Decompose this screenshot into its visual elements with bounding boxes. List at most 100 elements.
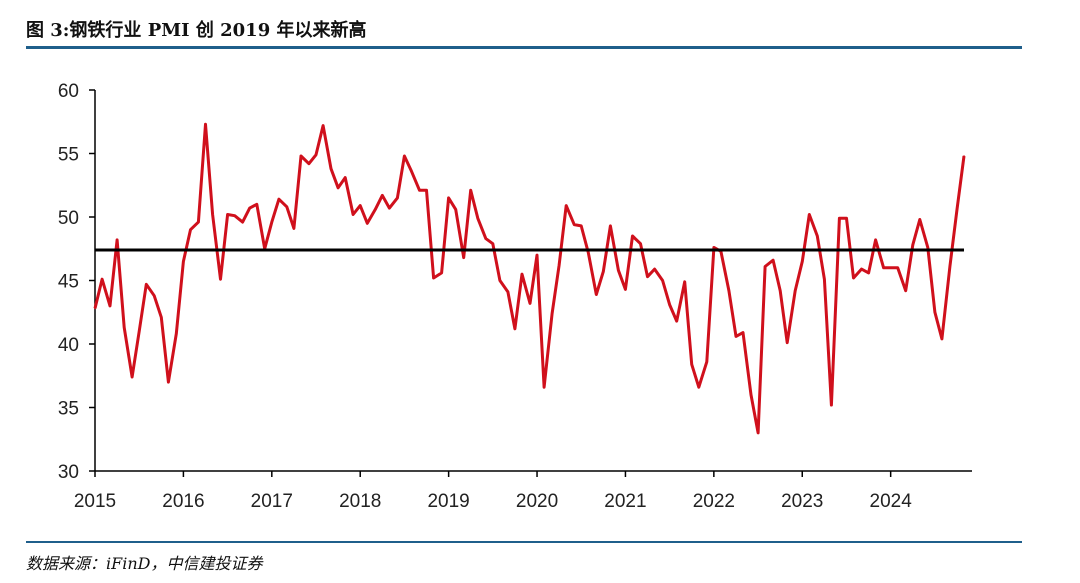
title-rule	[26, 46, 1022, 49]
y-tick-label: 60	[58, 81, 79, 102]
data-point	[764, 265, 766, 268]
data-point	[514, 327, 516, 330]
series-line	[93, 122, 966, 435]
x-tick-label: 2022	[693, 491, 735, 512]
x-axis-ticks: 2015 2016 2017 2018 2019 2020 2021 2022 2023 2024	[74, 471, 912, 512]
data-point	[219, 278, 222, 281]
series-layer	[93, 122, 966, 435]
data-point	[286, 206, 288, 208]
data-point	[499, 279, 501, 282]
data-point	[145, 283, 148, 286]
x-tick-label: 2021	[604, 491, 646, 512]
data-point	[109, 305, 111, 307]
x-tick-label: 2023	[781, 491, 823, 512]
data-point	[934, 311, 936, 314]
data-point	[396, 197, 399, 199]
y-tick-label: 45	[58, 272, 79, 293]
x-tick-label: 2024	[870, 491, 913, 512]
data-point	[94, 307, 96, 310]
x-tick-label: 2017	[251, 491, 293, 512]
data-point	[926, 246, 929, 249]
data-point	[322, 124, 324, 127]
data-point	[167, 381, 170, 383]
data-point	[808, 213, 811, 216]
data-point	[668, 303, 671, 306]
data-point	[153, 294, 156, 297]
data-point	[381, 194, 384, 197]
data-point	[432, 277, 435, 279]
data-point	[735, 335, 737, 338]
x-tick-label: 2020	[516, 491, 558, 512]
data-point	[675, 320, 678, 322]
data-point	[255, 203, 258, 206]
data-point	[904, 289, 907, 292]
data-point	[440, 272, 443, 274]
data-point	[786, 341, 789, 344]
data-point	[248, 207, 251, 209]
data-point	[123, 326, 125, 329]
data-point	[418, 189, 421, 192]
data-point	[573, 223, 575, 226]
data-point	[580, 225, 583, 227]
data-point	[359, 204, 362, 207]
data-point	[587, 251, 590, 254]
data-point	[595, 293, 598, 296]
data-point	[896, 267, 899, 269]
y-tick-label: 55	[58, 145, 79, 166]
data-point	[750, 394, 752, 396]
data-point	[462, 256, 465, 259]
data-point	[801, 260, 804, 263]
data-point	[477, 217, 479, 220]
data-point	[661, 279, 664, 282]
data-point	[543, 386, 545, 388]
data-point	[949, 265, 951, 268]
data-point	[852, 277, 855, 279]
x-tick-label: 2019	[427, 491, 469, 512]
data-point	[536, 254, 538, 256]
data-point	[344, 176, 346, 179]
figure-title: 图 3:钢铁行业 PMI 创 2019 年以来新高	[26, 20, 367, 41]
data-point	[278, 198, 280, 201]
data-point	[772, 259, 774, 261]
data-point	[454, 208, 457, 211]
data-point	[838, 217, 841, 220]
data-point	[160, 316, 163, 319]
data-point	[728, 289, 730, 292]
data-point	[867, 272, 870, 274]
data-point	[631, 235, 634, 237]
data-point	[425, 189, 428, 192]
data-point	[779, 289, 781, 292]
x-tick-label: 2015	[74, 491, 116, 512]
y-tick-label: 30	[58, 462, 79, 483]
data-point	[182, 260, 185, 263]
data-point	[705, 360, 708, 363]
data-point	[315, 153, 317, 156]
data-point	[646, 275, 649, 278]
data-point	[197, 221, 200, 223]
data-point	[558, 264, 560, 267]
data-point	[352, 213, 354, 216]
data-point	[823, 278, 826, 281]
data-point	[521, 273, 523, 275]
data-point	[845, 217, 848, 220]
data-point	[882, 267, 885, 269]
y-tick-label: 50	[58, 208, 79, 229]
data-point	[337, 186, 339, 189]
data-point	[963, 155, 965, 157]
y-tick-label: 40	[58, 335, 79, 356]
data-point	[551, 312, 553, 315]
source-note: 数据来源：iFinD，中信建投证券	[26, 554, 263, 573]
data-point	[410, 170, 413, 173]
data-point	[816, 235, 819, 237]
data-point	[565, 204, 568, 207]
data-point	[226, 213, 229, 216]
data-point	[175, 333, 178, 335]
data-point	[293, 227, 295, 230]
data-point	[374, 208, 377, 211]
data-point	[941, 338, 943, 340]
data-point	[241, 221, 244, 223]
data-point	[101, 278, 103, 281]
data-point	[403, 155, 406, 157]
data-point	[308, 162, 310, 165]
